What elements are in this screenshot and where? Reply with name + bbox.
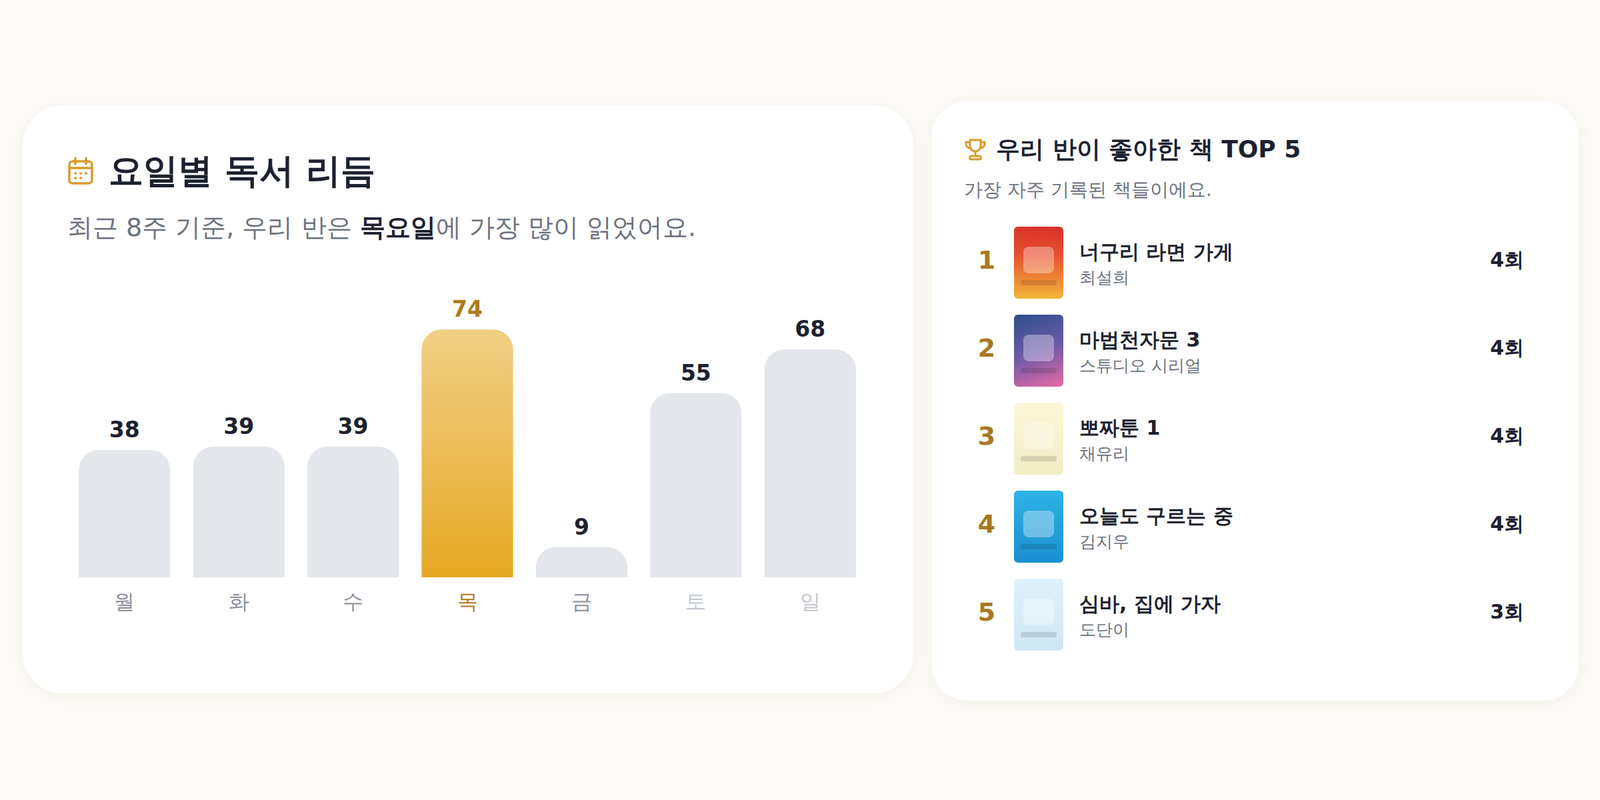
svg-text:39: 39 [338,413,369,440]
svg-text:74: 74 [452,296,483,322]
html-text:4회: 4회 [1490,424,1524,448]
html-text:최근 8주 기준, 우리 반은목요일에 가장 많이 읽었어요: 최근 8주 기준, 우리 반은목요일에 가장 많이 읽었어요. [67,212,696,242]
html-text:4회: 4회 [1490,512,1524,536]
svg-text:화: 화 [228,589,250,614]
svg-text:토: 토 [685,589,706,614]
html-text:심바, 집에 가자: 심바, 집에 가자 [1079,592,1221,616]
html-text:3: 3 [977,421,996,451]
html-text:우리 반이 좋아한 책 TOP 5: 우리 반이 좋아한 책 TOP 5 [996,135,1301,163]
html-text:뽀짜툰 1: 뽀짜툰 1 [1079,416,1161,440]
html-text:너구리 라면 가게: 너구리 라면 가게 [1079,240,1234,264]
svg-text:38: 38 [109,416,140,443]
html-text:4회: 4회 [1490,248,1524,272]
html-text:마법천자문 3: 마법천자문 3 [1079,328,1201,352]
svg-text:9: 9 [574,514,590,540]
html-text:1: 1 [977,245,996,275]
svg-text:39: 39 [223,413,254,440]
html-text:김지우: 김지우 [1079,532,1130,552]
svg-text:목: 목 [457,589,478,614]
html-text:5: 5 [977,597,996,627]
html-text:최설희: 최설희 [1079,268,1130,288]
html-text:오늘도 구르는 중: 오늘도 구르는 중 [1079,504,1234,528]
svg-text:68: 68 [794,316,826,342]
svg-text:일: 일 [800,589,821,614]
svg-text:55: 55 [680,360,712,386]
html-text:3회: 3회 [1490,600,1524,624]
html-text:요일별 독서 리듬: 요일별 독서 리듬 [108,150,376,191]
html-text:가장 자주 기록된 책들이에요.: 가장 자주 기록된 책들이에요. [964,178,1212,201]
svg-text:수: 수 [342,589,364,614]
svg-text:월: 월 [114,589,135,614]
svg-text:금: 금 [571,589,592,614]
html-text:채유리: 채유리 [1079,444,1130,464]
html-text:스튜디오 시리얼: 스튜디오 시리얼 [1079,356,1202,376]
html-text:4: 4 [977,509,996,539]
html-text:도단이: 도단이 [1079,620,1130,640]
html-text:2: 2 [977,333,996,363]
html-text:4회: 4회 [1490,336,1524,360]
